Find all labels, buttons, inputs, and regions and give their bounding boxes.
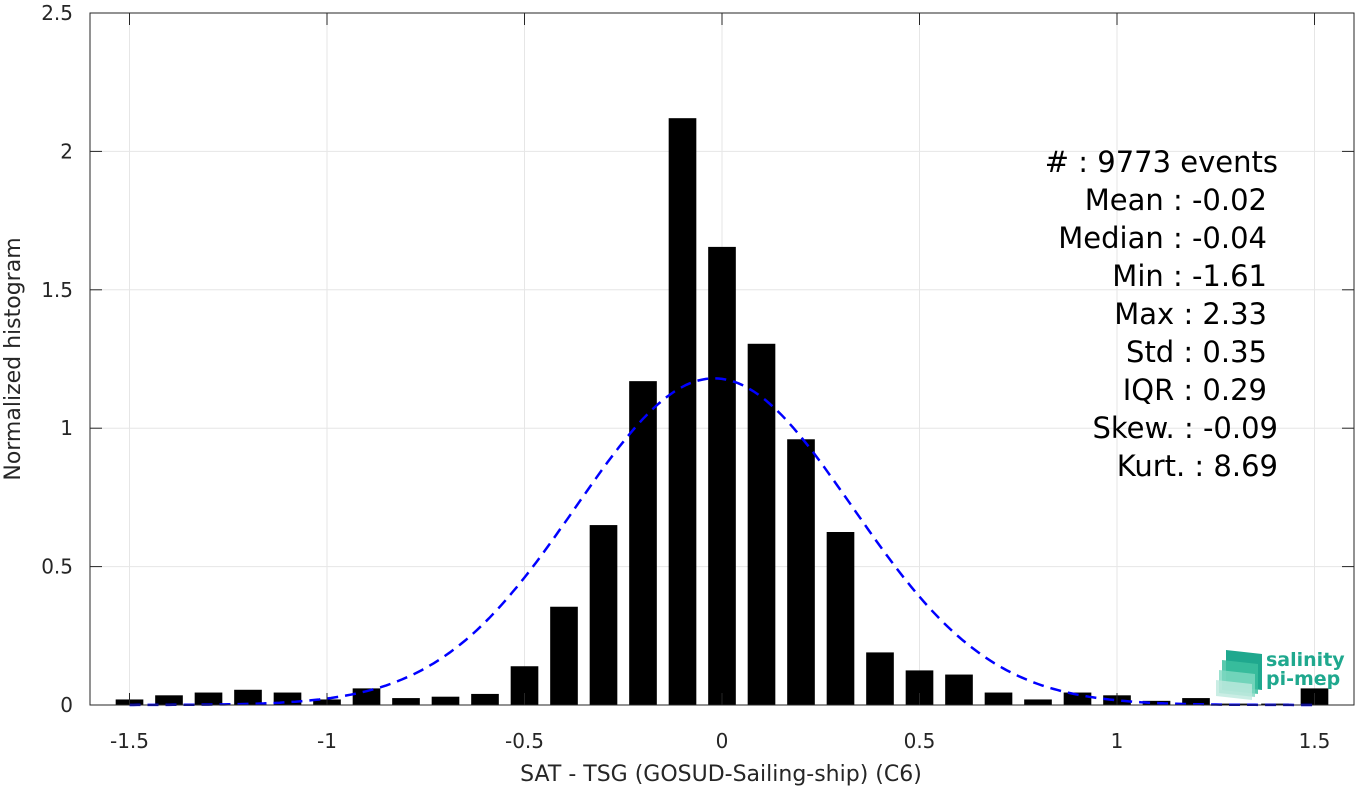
- histogram-bar: [984, 692, 1013, 705]
- stat-std: Std : 0.35: [1126, 335, 1267, 369]
- y-tick-label: 2: [60, 139, 73, 163]
- histogram-bar: [155, 695, 183, 705]
- y-axis-ticks: 0 0.5 1 1.5 2 2.5: [41, 1, 1354, 717]
- histogram-bar: [392, 698, 420, 705]
- logo-text-pimep: pi-mep: [1266, 668, 1340, 690]
- x-tick-label: 0: [716, 729, 729, 753]
- y-tick-label: 1.5: [41, 278, 73, 302]
- stat-skew: Skew. : -0.09: [1092, 411, 1278, 445]
- histogram-bar: [826, 532, 855, 705]
- logo-text-salinity: salinity: [1266, 649, 1345, 671]
- histogram-bar: [194, 692, 223, 705]
- histogram-bars: [115, 118, 1329, 705]
- y-tick-label: 2.5: [41, 1, 73, 25]
- x-tick-label: -1.5: [110, 729, 149, 753]
- histogram-bar: [945, 674, 973, 705]
- histogram-bar: [234, 689, 262, 705]
- histogram-bar: [866, 652, 894, 705]
- x-axis-title: SAT - TSG (GOSUD-Sailing-ship) (C6): [520, 762, 922, 787]
- histogram-bar: [589, 525, 618, 705]
- stat-median: Median : -0.04: [1058, 221, 1267, 255]
- y-tick-label: 0: [60, 693, 73, 717]
- histogram-bar: [550, 606, 578, 705]
- histogram-bar: [747, 343, 776, 705]
- x-tick-label: -0.5: [505, 729, 544, 753]
- x-tick-label: 1: [1111, 729, 1124, 753]
- stat-max: Max : 2.33: [1114, 297, 1267, 331]
- y-tick-label: 1: [60, 416, 73, 440]
- x-axis-ticks: -1.5 -1 -0.5 0 0.5 1 1.5: [110, 13, 1330, 753]
- y-tick-label: 0.5: [41, 555, 73, 579]
- histogram-bar: [1182, 698, 1210, 705]
- histogram-bar: [1142, 700, 1171, 705]
- histogram-bar: [471, 693, 499, 705]
- stat-kurt: Kurt. : 8.69: [1117, 449, 1278, 483]
- salinity-pi-mep-logo: salinity pi-mep: [1216, 649, 1345, 700]
- stat-iqr: IQR : 0.29: [1123, 373, 1267, 407]
- histogram-bar: [629, 381, 657, 705]
- x-tick-label: 0.5: [904, 729, 936, 753]
- stat-mean: Mean : -0.02: [1085, 183, 1267, 217]
- gaussian-fit-curve: [129, 377, 1315, 707]
- histogram-bar: [352, 688, 381, 705]
- stat-events: # : 9773 events: [1045, 145, 1278, 179]
- x-tick-label: 1.5: [1299, 729, 1331, 753]
- histogram-bar: [708, 246, 736, 705]
- wave-logo-icon: [1216, 650, 1262, 700]
- stats-box: # : 9773 events Mean : -0.02 Median : -0…: [1045, 145, 1278, 483]
- y-axis-title: Normalized histogram: [1, 237, 26, 480]
- histogram-bar: [787, 439, 815, 705]
- histogram-bar: [668, 118, 697, 705]
- stat-min: Min : -1.61: [1112, 259, 1267, 293]
- x-tick-label: -1: [317, 729, 337, 753]
- histogram-bar: [431, 696, 460, 705]
- histogram-bar: [1063, 692, 1092, 705]
- histogram-bar: [1024, 699, 1052, 705]
